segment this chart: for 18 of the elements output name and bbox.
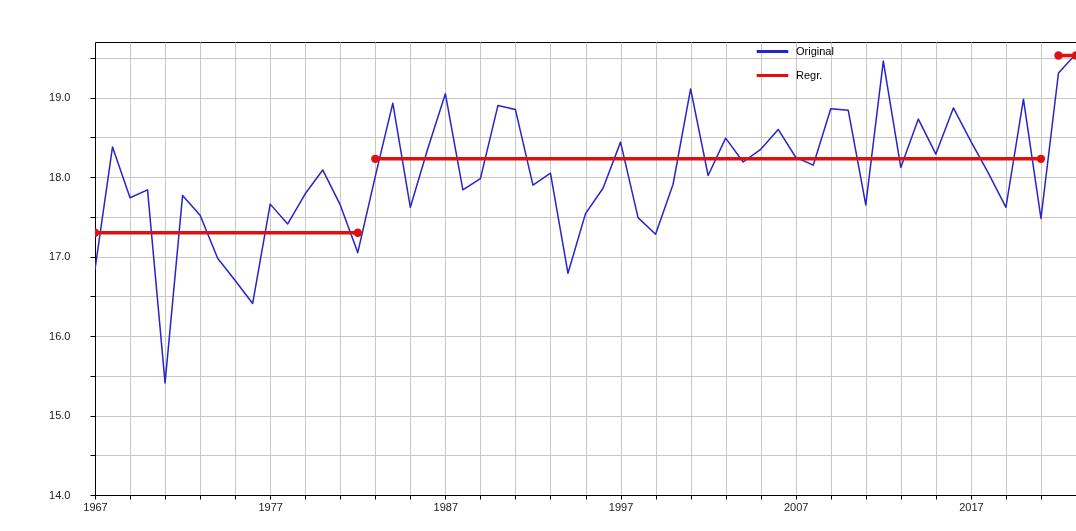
point: [1036, 154, 1046, 163]
y-tick-label: 17.0: [49, 250, 71, 263]
y-tick-label: 14.0: [49, 488, 71, 501]
x-tick-label: 1997: [608, 500, 634, 513]
point: [371, 154, 380, 163]
y-tick-label: 16.0: [49, 329, 71, 342]
x-tick-label: 1987: [433, 500, 459, 513]
point: [1054, 51, 1063, 60]
x-tick-label: 1967: [83, 500, 108, 513]
y-tick-label: 18.0: [49, 170, 71, 183]
x-tick-label: 1977: [258, 500, 283, 513]
point: [353, 228, 362, 237]
legend-label: Regr.: [796, 68, 823, 81]
y-tick-label: 19.0: [49, 91, 71, 104]
legend-label: Original: [796, 44, 834, 57]
x-tick-label: 2007: [783, 500, 809, 513]
y-tick-label: 15.0: [49, 409, 71, 422]
x-tick-label: 2017: [959, 500, 984, 513]
